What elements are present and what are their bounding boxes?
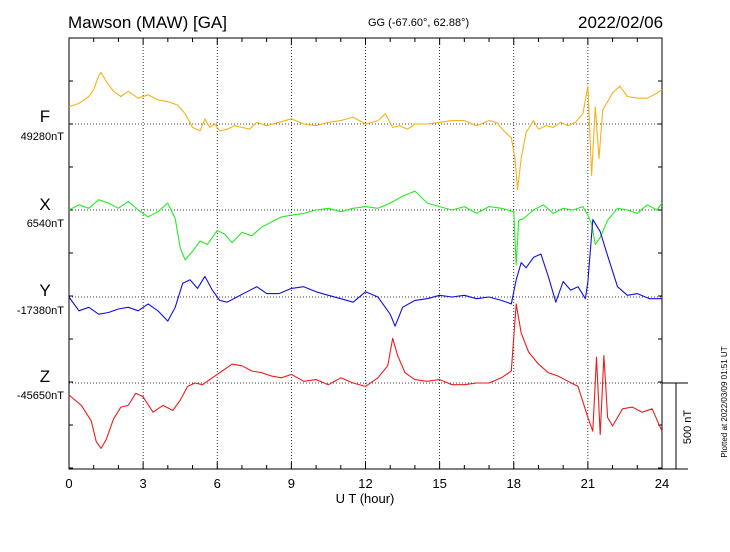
series-f-line — [68, 71, 663, 190]
x-tick-label: 24 — [654, 476, 670, 491]
date-label: 2022/02/06 — [578, 13, 664, 32]
baseline-label-x: 6540nT — [26, 218, 64, 230]
x-tick-label: 15 — [432, 476, 447, 491]
series-y-line — [68, 219, 662, 327]
x-tick-label: 21 — [580, 476, 596, 491]
x-axis-label: U T (hour) — [335, 491, 395, 506]
station-coordinates: GG (-67.60°, 62.88°) — [368, 17, 470, 29]
x-tick-label: 12 — [358, 476, 373, 491]
magnetogram-plot — [68, 37, 688, 470]
plotted-timestamp: Plotted at 2022/03/09 01:51 UT — [720, 346, 729, 458]
series-z-line — [68, 303, 663, 449]
station-title: Mawson (MAW) [GA] — [68, 13, 227, 32]
baseline-label-z: -45650nT — [16, 390, 64, 402]
x-tick-label: 0 — [65, 476, 73, 491]
channel-label-f: F — [39, 107, 51, 126]
channel-label-x: X — [39, 195, 51, 214]
x-tick-label: 6 — [213, 476, 221, 491]
x-tick-label: 9 — [287, 476, 295, 491]
baseline-label-y: -17380nT — [16, 305, 64, 317]
baseline-label-f: 49280nT — [20, 131, 64, 143]
channel-label-y: Y — [39, 281, 51, 300]
scale-bar-label: 500 nT — [682, 409, 694, 445]
series-x-line — [68, 190, 663, 266]
x-tick-label: 3 — [139, 476, 147, 491]
channel-label-z: Z — [39, 367, 51, 386]
x-tick-label: 18 — [506, 476, 521, 491]
